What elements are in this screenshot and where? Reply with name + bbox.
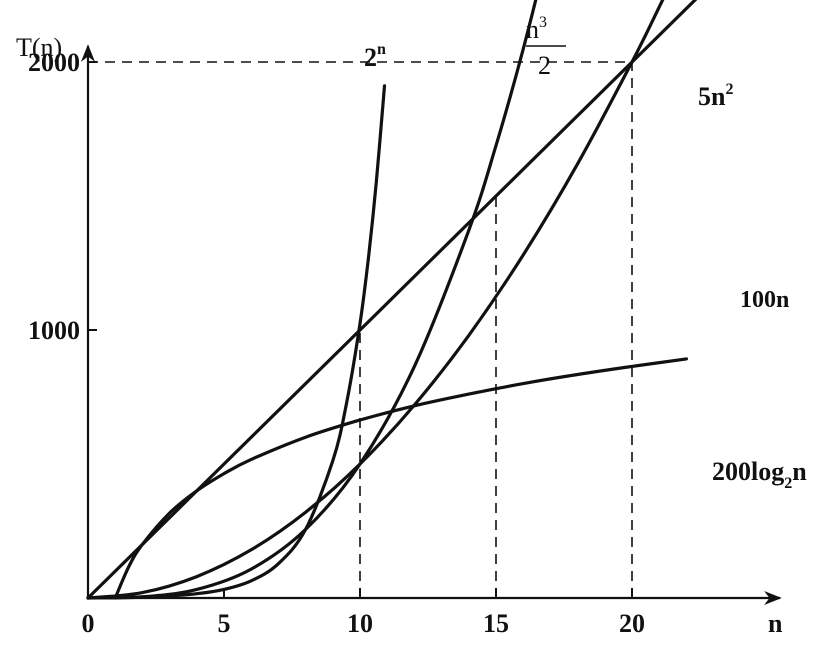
y-tick-label: 2000 <box>28 48 80 77</box>
series-curves <box>86 0 698 600</box>
axis-ticks: 05101520100020003000 <box>28 48 645 638</box>
svg-text:2: 2 <box>538 51 551 80</box>
series-line-exp <box>86 84 387 600</box>
series-label-cubic: n3 2 <box>526 14 566 80</box>
series-line-quad <box>86 0 665 600</box>
series-label-linear: 100n <box>740 287 789 313</box>
x-tick-label: 5 <box>218 609 231 638</box>
x-tick-label: 15 <box>483 609 509 638</box>
y-axis-label: T(n) <box>16 33 62 62</box>
x-axis-label: n <box>768 609 783 638</box>
x-tick-label: 0 <box>82 609 95 638</box>
series-line-linear <box>86 0 698 600</box>
series-line-cubic <box>86 0 538 600</box>
y-tick-label: 1000 <box>28 316 80 345</box>
series-label-quad: 5n2 <box>698 81 733 111</box>
guide-lines <box>88 61 633 598</box>
x-tick-label: 10 <box>347 609 373 638</box>
svg-text:n3: n3 <box>526 14 547 44</box>
series-line-log <box>113 357 688 600</box>
x-tick-label: 20 <box>619 609 645 638</box>
series-label-log: 200log2n <box>712 457 807 492</box>
series-label-exp: 2n <box>364 41 386 72</box>
